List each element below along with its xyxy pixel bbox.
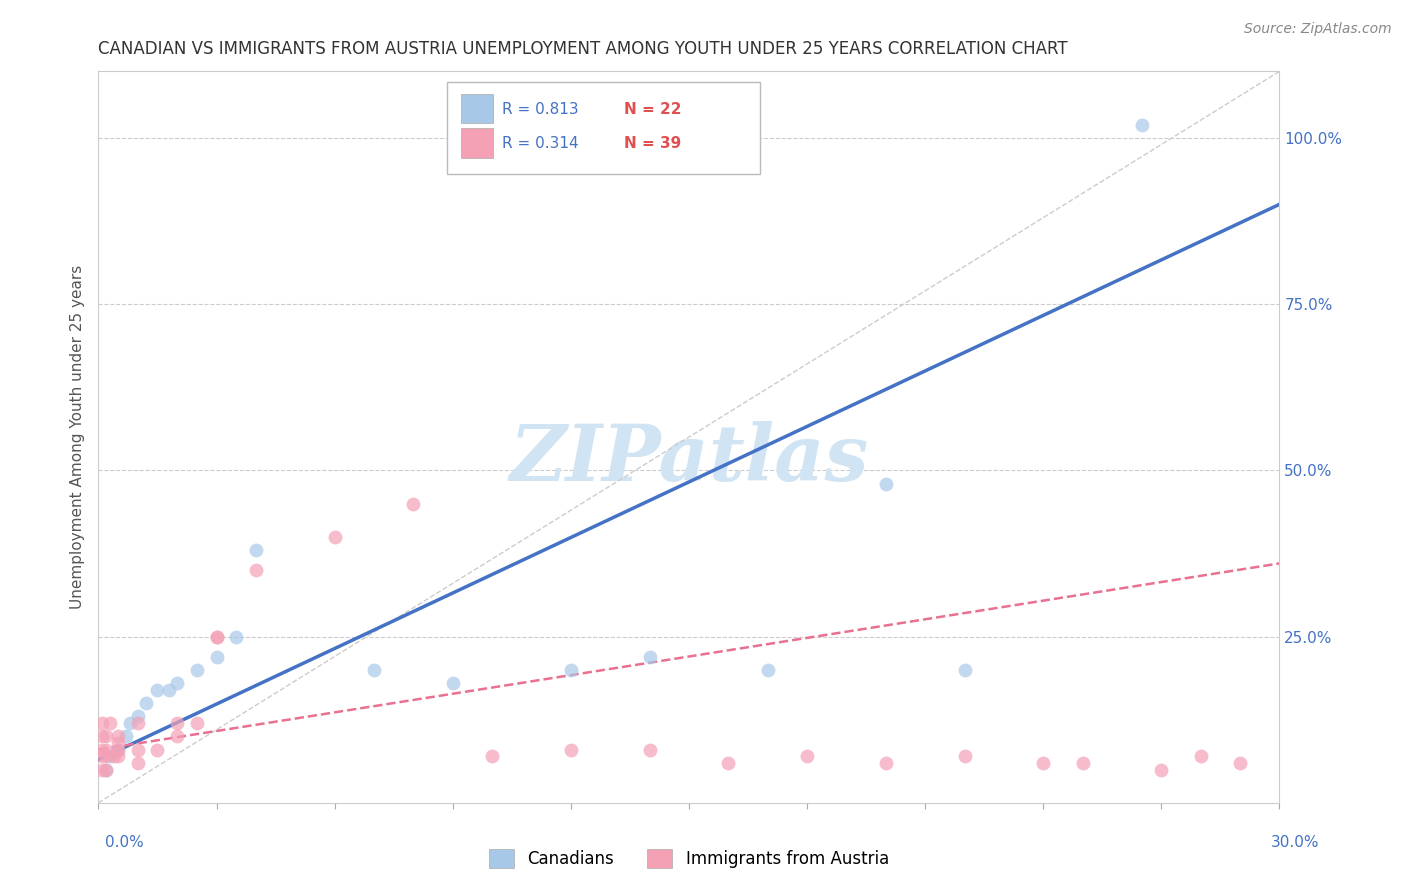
Text: N = 22: N = 22 [624, 102, 682, 117]
Point [560, 663, 582, 677]
Point [953, 663, 976, 677]
Point [245, 543, 267, 558]
Point [91, 749, 114, 764]
Point [717, 756, 740, 770]
Point [363, 663, 385, 677]
Point [560, 742, 582, 756]
Point [96, 729, 118, 743]
Y-axis label: Unemployment Among Youth under 25 years: Unemployment Among Youth under 25 years [70, 265, 86, 609]
Point [1130, 118, 1153, 132]
Text: N = 39: N = 39 [624, 136, 682, 151]
Point [1150, 763, 1173, 777]
FancyBboxPatch shape [461, 94, 494, 123]
Text: Source: ZipAtlas.com: Source: ZipAtlas.com [1244, 22, 1392, 37]
Point [96, 749, 118, 764]
Point [146, 742, 169, 756]
Point [107, 742, 129, 756]
Point [638, 742, 661, 756]
Point [953, 749, 976, 764]
Legend: Canadians, Immigrants from Austria: Canadians, Immigrants from Austria [482, 842, 896, 875]
Point [157, 682, 180, 697]
Point [118, 716, 141, 731]
Point [127, 709, 149, 723]
Text: R = 0.314: R = 0.314 [502, 136, 579, 151]
Point [1229, 756, 1251, 770]
Point [127, 756, 149, 770]
Point [98, 716, 121, 731]
Point [96, 763, 118, 777]
Point [1189, 749, 1212, 764]
Text: 30.0%: 30.0% [1271, 836, 1319, 850]
Point [98, 749, 121, 764]
Text: ZIPatlas: ZIPatlas [509, 421, 869, 497]
Point [91, 742, 114, 756]
Point [323, 530, 346, 544]
Point [127, 716, 149, 731]
Point [103, 749, 125, 764]
Point [96, 763, 118, 777]
Point [186, 663, 208, 677]
Point [107, 742, 129, 756]
Point [166, 716, 188, 731]
Point [135, 696, 157, 710]
Point [205, 649, 228, 664]
Point [166, 729, 188, 743]
Point [638, 649, 661, 664]
Point [875, 756, 897, 770]
Point [1032, 756, 1054, 770]
Point [1071, 756, 1094, 770]
Point [186, 716, 208, 731]
Point [756, 663, 779, 677]
Point [875, 476, 897, 491]
Point [245, 563, 267, 577]
Point [107, 736, 129, 750]
Point [91, 763, 114, 777]
Point [107, 729, 129, 743]
Point [441, 676, 464, 690]
Point [481, 749, 503, 764]
Point [96, 742, 118, 756]
Point [225, 630, 247, 644]
Point [91, 729, 114, 743]
FancyBboxPatch shape [447, 82, 759, 174]
Text: CANADIAN VS IMMIGRANTS FROM AUSTRIA UNEMPLOYMENT AMONG YOUTH UNDER 25 YEARS CORR: CANADIAN VS IMMIGRANTS FROM AUSTRIA UNEM… [98, 40, 1069, 58]
FancyBboxPatch shape [461, 128, 494, 158]
Point [205, 630, 228, 644]
Point [146, 682, 169, 697]
Point [205, 630, 228, 644]
Point [115, 729, 138, 743]
Point [91, 716, 114, 731]
Point [166, 676, 188, 690]
Point [402, 497, 425, 511]
Point [127, 742, 149, 756]
Point [107, 749, 129, 764]
Text: 0.0%: 0.0% [105, 836, 145, 850]
Text: R = 0.813: R = 0.813 [502, 102, 579, 117]
Point [796, 749, 818, 764]
